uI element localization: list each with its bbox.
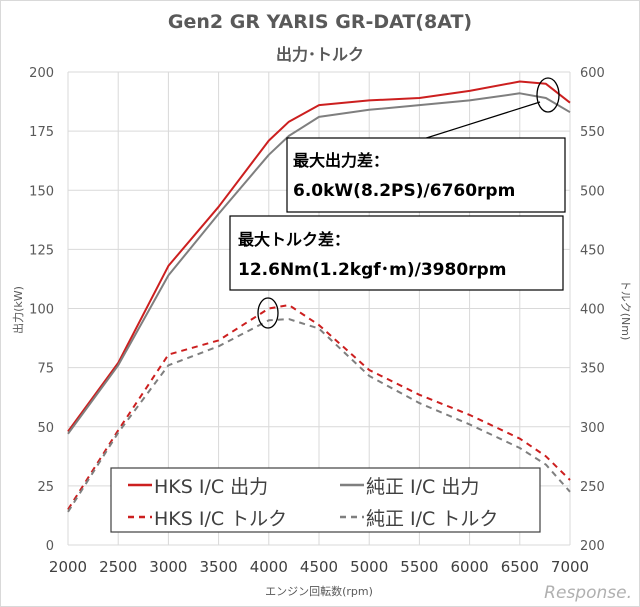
x-tick-label: 5500 — [400, 558, 438, 576]
y-tick-label: 150 — [29, 184, 54, 199]
x-tick-label: 7000 — [551, 558, 589, 576]
y2-axis-label: トルク(Nm) — [619, 280, 632, 341]
series-line-3 — [67, 318, 571, 513]
y-tick-label: 0 — [46, 539, 54, 554]
y2-tick-label: 200 — [580, 539, 605, 554]
x-tick-label: 6500 — [501, 558, 539, 576]
max-power-diff-marker — [536, 77, 560, 113]
x-tick-label: 2500 — [99, 558, 137, 576]
x-axis-label: エンジン回転数(rpm) — [265, 585, 373, 598]
y-tick-label: 200 — [29, 66, 54, 81]
max-torque-annotation-label: 最大トルク差： — [238, 230, 350, 249]
x-tick-label: 3500 — [200, 558, 238, 576]
max-power-annotation-box — [286, 137, 566, 213]
legend-label-hks-torque: HKS I/C トルク — [154, 508, 287, 530]
max-power-annotation-label: 最大出力差： — [293, 151, 389, 170]
y-tick-label: 125 — [29, 243, 54, 258]
legend-label-stock-torque: 純正 I/C トルク — [366, 508, 498, 530]
x-tick-label: 6000 — [451, 558, 489, 576]
legend-box — [110, 467, 541, 533]
legend-label-stock-power: 純正 I/C 出力 — [366, 476, 479, 498]
y-axis-label: 出力(kW) — [11, 286, 25, 334]
y2-tick-label: 400 — [580, 303, 605, 318]
y2-tick-label: 600 — [580, 66, 605, 81]
y2-tick-label: 250 — [580, 480, 605, 495]
y2-tick-label: 450 — [580, 243, 605, 258]
y2-tick-label: 350 — [580, 362, 605, 377]
legend-label-hks-power: HKS I/C 出力 — [154, 476, 268, 498]
chart-subtitle: 出力･トルク — [276, 45, 364, 64]
series-line-1 — [67, 92, 571, 435]
y-tick-label: 75 — [37, 362, 54, 377]
x-tick-label: 2000 — [49, 558, 87, 576]
x-tick-label: 4500 — [300, 558, 338, 576]
y-tick-label: 50 — [37, 421, 54, 436]
y-tick-label: 175 — [29, 125, 54, 140]
response-watermark: Response. — [544, 583, 632, 603]
max-torque-annotation-value: 12.6Nm(1.2kgf･m)/3980rpm — [238, 260, 506, 280]
max-power-callout-line — [419, 101, 541, 141]
y2-tick-label: 300 — [580, 421, 605, 436]
x-tick-label: 5000 — [350, 558, 388, 576]
x-tick-label: 4000 — [250, 558, 288, 576]
y2-tick-label: 550 — [580, 125, 605, 140]
y-tick-label: 100 — [29, 303, 54, 318]
legend: HKS I/C 出力 純正 I/C 出力 HKS I/C トルク 純正 I/C … — [110, 467, 541, 533]
chart-title: Gen2 GR YARIS GR-DAT(8AT) — [168, 11, 472, 33]
max-torque-annotation-box — [229, 215, 564, 291]
x-tick-label: 3000 — [149, 558, 187, 576]
y2-tick-label: 500 — [580, 184, 605, 199]
max-power-annotation-value: 6.0kW(8.2PS)/6760rpm — [293, 181, 515, 201]
y-tick-label: 25 — [37, 480, 54, 495]
series-line-0 — [67, 80, 571, 433]
max-torque-diff-marker — [257, 297, 279, 329]
series-line-2 — [67, 304, 571, 511]
